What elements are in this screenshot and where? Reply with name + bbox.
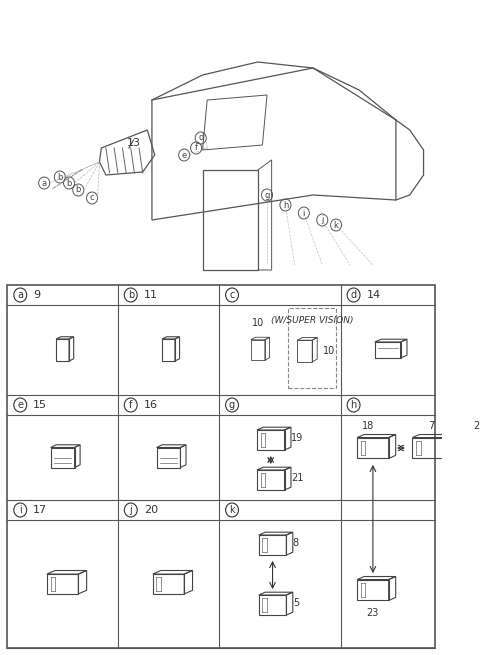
Text: 18: 18: [362, 421, 374, 431]
Text: e: e: [181, 151, 187, 160]
Text: d: d: [350, 290, 357, 300]
Text: 20: 20: [144, 505, 158, 515]
Text: h: h: [350, 400, 357, 410]
Text: (W/SUPER VISION): (W/SUPER VISION): [271, 316, 353, 325]
Text: b: b: [66, 179, 72, 187]
Text: k: k: [229, 505, 235, 515]
Text: c: c: [90, 193, 95, 202]
Text: 15: 15: [33, 400, 47, 410]
Text: h: h: [283, 200, 288, 210]
Text: 16: 16: [144, 400, 157, 410]
Text: 22: 22: [473, 421, 480, 431]
Text: e: e: [17, 400, 23, 410]
Text: g: g: [229, 400, 235, 410]
Text: b: b: [75, 185, 81, 195]
Text: i: i: [19, 505, 22, 515]
Text: 17: 17: [33, 505, 47, 515]
Text: 9: 9: [33, 290, 40, 300]
Text: 14: 14: [366, 290, 381, 300]
Text: a: a: [42, 179, 47, 187]
Text: 21: 21: [291, 473, 303, 483]
Text: d: d: [198, 134, 204, 143]
Text: f: f: [129, 400, 132, 410]
Text: 13: 13: [127, 138, 141, 148]
Text: 10: 10: [252, 318, 264, 328]
Text: j: j: [130, 505, 132, 515]
Text: 19: 19: [291, 433, 303, 443]
Bar: [7, 285, 434, 648]
Bar: [288, 308, 336, 388]
Text: c: c: [229, 290, 235, 300]
Text: 23: 23: [367, 608, 379, 618]
Text: k: k: [334, 221, 338, 229]
Text: b: b: [57, 172, 62, 181]
Text: a: a: [17, 290, 23, 300]
Text: b: b: [128, 290, 134, 300]
Text: 7: 7: [428, 421, 434, 431]
Text: 11: 11: [144, 290, 157, 300]
Text: j: j: [321, 215, 324, 225]
Text: 10: 10: [323, 346, 336, 356]
Text: g: g: [264, 191, 270, 200]
Text: f: f: [194, 143, 198, 153]
Text: 8: 8: [293, 538, 299, 548]
Text: i: i: [303, 208, 305, 217]
Text: 5: 5: [293, 598, 299, 608]
